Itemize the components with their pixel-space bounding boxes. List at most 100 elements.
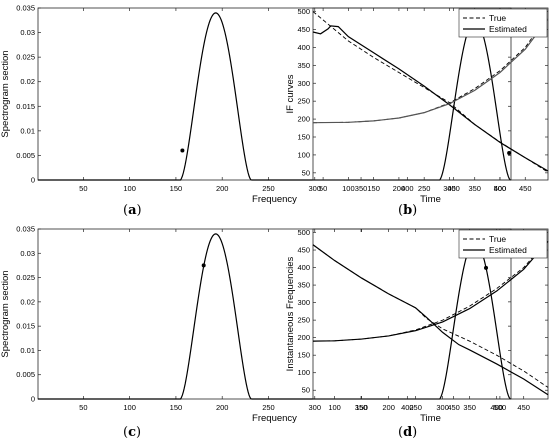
y-tick-label: 200	[297, 333, 310, 342]
peak-marker	[180, 148, 185, 153]
x-tick-label: 350	[468, 184, 481, 193]
x-tick-label: 150	[170, 403, 183, 412]
x-axis-label: Time	[420, 194, 441, 205]
x-tick-label: 500	[494, 403, 507, 412]
x-tick-label: 250	[262, 403, 275, 412]
spectrogram-line	[38, 12, 512, 181]
y-axis-label: IF curves	[285, 74, 296, 113]
panel-letter-b: b	[403, 203, 413, 218]
y-tick-label: 500	[297, 228, 310, 237]
y-tick-label: 300	[297, 298, 310, 307]
y-tick-label: 400	[297, 263, 310, 272]
series-line-estimated-descending	[312, 25, 549, 172]
legend-box	[458, 8, 548, 38]
y-axis-label: Instantaneous Frequencies	[285, 256, 296, 371]
y-tick-label: 0.02	[20, 77, 35, 86]
y-tick-label: 150	[297, 351, 310, 360]
x-tick-label: 150	[367, 184, 380, 193]
y-tick-label: 0.01	[20, 126, 35, 135]
x-tick-label: 50	[319, 184, 327, 193]
y-tick-label: 500	[297, 7, 310, 16]
x-tick-label: 100	[123, 184, 136, 193]
y-tick-label: 50	[302, 386, 310, 395]
series-line-estimated-descending	[312, 244, 549, 396]
x-tick-label: 400	[490, 403, 503, 412]
x-tick-label: 300	[436, 403, 449, 412]
series-line-estimated-ascending	[312, 18, 549, 124]
x-tick-label: 250	[418, 184, 431, 193]
x-tick-label: 200	[216, 403, 229, 412]
x-tick-label: 250	[262, 184, 275, 193]
x-tick-label: 150	[355, 403, 368, 412]
legend-label: True	[489, 234, 506, 244]
peak-marker	[201, 263, 206, 268]
x-tick-label: 400	[494, 184, 507, 193]
y-tick-label: 250	[297, 316, 310, 325]
x-tick-label: 400	[401, 184, 414, 193]
y-tick-label: 100	[297, 150, 310, 159]
y-tick-label: 0.035	[16, 225, 35, 234]
panel-letter-a: a	[128, 203, 137, 218]
y-tick-label: 50	[302, 168, 310, 177]
axes-frame	[37, 7, 512, 181]
x-tick-label: 50	[79, 184, 87, 193]
y-tick-label: 150	[297, 133, 310, 142]
y-tick-label: 0.005	[16, 370, 35, 379]
series-line-estimated-ascending	[312, 240, 549, 342]
legend-label: True	[489, 13, 506, 23]
y-tick-label: 0.025	[16, 53, 35, 62]
y-axis-label: Spectrogram section	[0, 270, 11, 357]
y-tick-label: 0.035	[16, 4, 35, 13]
y-tick-label: 0.03	[20, 28, 35, 37]
x-tick-label: 350	[355, 184, 368, 193]
x-tick-label: 350	[463, 403, 476, 412]
x-axis-label: Time	[420, 413, 441, 424]
x-tick-label: 100	[123, 403, 136, 412]
x-tick-label: 450	[447, 403, 460, 412]
x-tick-label: 300	[309, 403, 322, 412]
y-axis-label: Spectrogram section	[0, 50, 11, 137]
x-tick-label: 150	[170, 184, 183, 193]
y-tick-label: 100	[297, 368, 310, 377]
x-axis-label: Frequency	[252, 413, 297, 424]
y-tick-label: 0.015	[16, 322, 35, 331]
chart-panel-d: 100 150 200 250 300 350 400 450 50 100 150 200 250 30…	[285, 228, 549, 424]
panel-label-a: (a)	[123, 203, 142, 218]
legend-box	[458, 229, 548, 259]
x-tick-label: 200	[393, 184, 406, 193]
series-line-true-descending	[312, 244, 549, 388]
x-axis-label: Frequency	[252, 194, 297, 205]
x-tick-label: 200	[382, 403, 395, 412]
panel-letter-c: c	[128, 425, 136, 440]
y-tick-label: 450	[297, 246, 310, 255]
panel-label-d: (d)	[398, 425, 418, 440]
spectrogram-line	[38, 233, 512, 400]
y-tick-label: 0.005	[16, 151, 35, 160]
chart-panel-c: 50 100 150 200 250 300 350 400 450 500 0 0.005 0.01 0…	[0, 225, 512, 424]
legend-label: Estimated	[489, 24, 527, 34]
x-tick-label: 450	[517, 403, 530, 412]
x-tick-label: 100	[328, 403, 341, 412]
chart-panel-b: 50 100 150 200 250 300 350 400 450 50 100 150 200 250…	[285, 7, 549, 205]
y-tick-label: 250	[297, 97, 310, 106]
y-tick-label: 200	[297, 115, 310, 124]
peak-marker	[484, 265, 489, 270]
y-tick-label: 450	[297, 25, 310, 34]
x-tick-label: 400	[401, 403, 414, 412]
y-tick-label: 0.03	[20, 249, 35, 258]
y-tick-label: 0	[31, 395, 35, 404]
y-tick-label: 350	[297, 61, 310, 70]
y-tick-label: 350	[297, 281, 310, 290]
y-tick-label: 0.02	[20, 297, 35, 306]
axes-frame	[312, 228, 549, 400]
axes-frame	[37, 228, 512, 400]
x-tick-label: 450	[447, 184, 460, 193]
legend-label: Estimated	[489, 245, 527, 255]
x-tick-label: 250	[409, 403, 422, 412]
x-tick-label: 50	[79, 403, 87, 412]
y-tick-label: 0	[31, 176, 35, 185]
x-tick-label: 500	[494, 184, 507, 193]
axes-frame	[312, 7, 549, 181]
x-tick-label: 300	[309, 184, 322, 193]
